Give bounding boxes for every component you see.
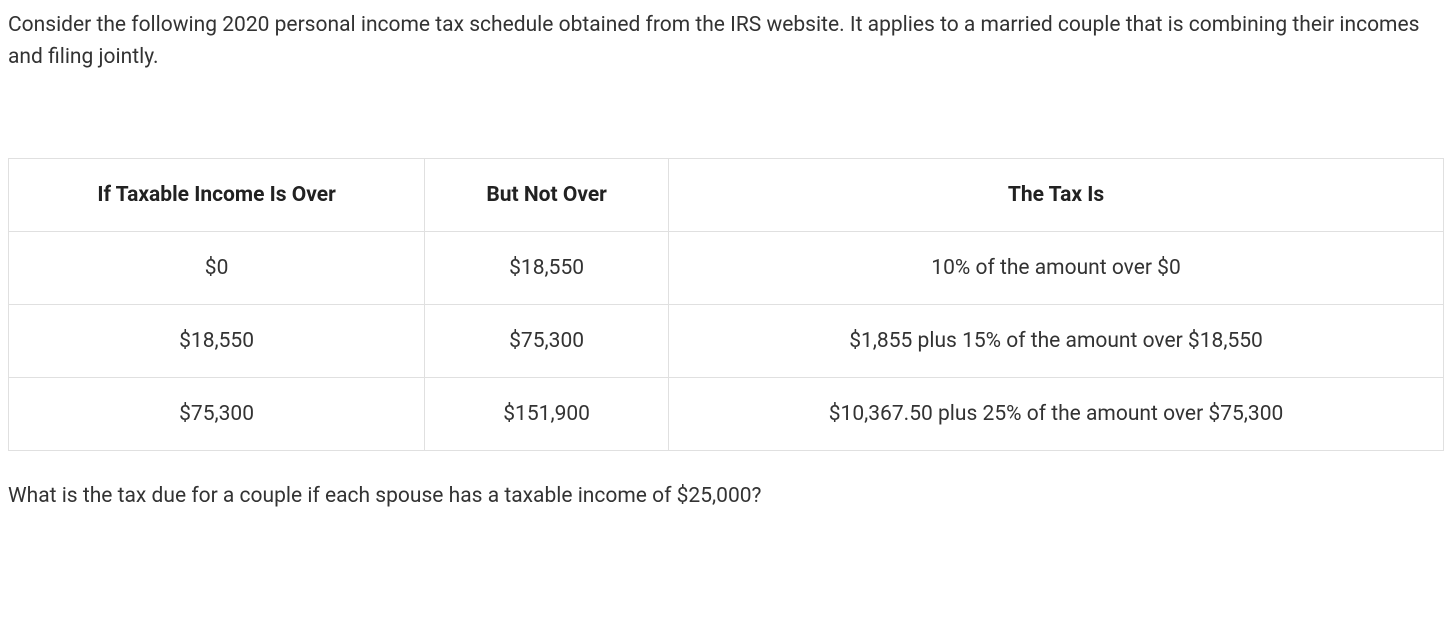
intro-paragraph: Consider the following 2020 personal inc…: [8, 10, 1444, 73]
cell-not-over: $75,300: [425, 305, 669, 378]
cell-tax-is: $10,367.50 plus 25% of the amount over $…: [669, 378, 1444, 451]
cell-not-over: $151,900: [425, 378, 669, 451]
cell-not-over: $18,550: [425, 232, 669, 305]
table-row: $0 $18,550 10% of the amount over $0: [9, 232, 1444, 305]
cell-income-over: $0: [9, 232, 425, 305]
cell-income-over: $18,550: [9, 305, 425, 378]
cell-tax-is: 10% of the amount over $0: [669, 232, 1444, 305]
cell-income-over: $75,300: [9, 378, 425, 451]
cell-tax-is: $1,855 plus 15% of the amount over $18,5…: [669, 305, 1444, 378]
column-header-not-over: But Not Over: [425, 159, 669, 232]
column-header-income-over: If Taxable Income Is Over: [9, 159, 425, 232]
tax-schedule-table: If Taxable Income Is Over But Not Over T…: [8, 158, 1444, 451]
table-row: $75,300 $151,900 $10,367.50 plus 25% of …: [9, 378, 1444, 451]
table-row: $18,550 $75,300 $1,855 plus 15% of the a…: [9, 305, 1444, 378]
table-header-row: If Taxable Income Is Over But Not Over T…: [9, 159, 1444, 232]
column-header-tax-is: The Tax Is: [669, 159, 1444, 232]
question-paragraph: What is the tax due for a couple if each…: [8, 481, 1444, 513]
